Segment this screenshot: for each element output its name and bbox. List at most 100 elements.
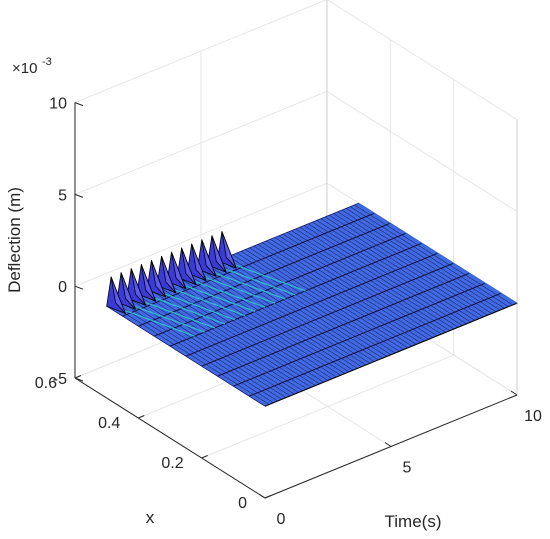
x-tick-mark bbox=[74, 375, 82, 379]
x-tick-label: 0.2 bbox=[161, 455, 183, 472]
surface-ridge-highlight bbox=[145, 301, 215, 329]
surface-mesh-line bbox=[165, 281, 324, 383]
time-tick-label: 5 bbox=[403, 460, 412, 477]
surface-mesh-line bbox=[341, 209, 501, 311]
surface-mesh-line bbox=[266, 240, 425, 342]
surface-mesh-line bbox=[249, 247, 408, 349]
surface-mesh-line bbox=[190, 271, 350, 373]
surface-spike-side bbox=[211, 235, 227, 273]
surface-mesh-line bbox=[261, 242, 421, 343]
surface-mesh-line bbox=[131, 295, 291, 397]
surface-spike-side bbox=[140, 264, 157, 302]
surface bbox=[106, 202, 518, 407]
z-exponent-base: ×10 bbox=[12, 60, 37, 77]
surface-mesh-line bbox=[278, 235, 438, 337]
surface-spike-side bbox=[150, 259, 167, 298]
surface-edge bbox=[264, 302, 518, 407]
surface-mesh-line bbox=[337, 211, 497, 312]
surface-ridge-highlight bbox=[125, 310, 195, 337]
time-tick-label: 0 bbox=[277, 511, 286, 528]
surface-mesh-line bbox=[127, 297, 287, 398]
surface-mesh-line bbox=[253, 245, 413, 347]
surface-mesh-line bbox=[274, 237, 434, 338]
surface-mesh-line bbox=[257, 244, 417, 345]
surface-mesh-line bbox=[211, 263, 371, 364]
surface-mesh-line bbox=[329, 215, 488, 316]
surface-mesh-line bbox=[312, 221, 471, 323]
z-tick-mark bbox=[74, 102, 84, 107]
z-exponent-label: ×10 -3 bbox=[12, 56, 52, 77]
surface-ridge-highlight bbox=[175, 289, 246, 317]
x-tick-label: 0 bbox=[238, 495, 247, 512]
x-tick-mark bbox=[138, 415, 145, 419]
surface-ridge-highlight bbox=[135, 305, 205, 333]
x-tick-mark bbox=[201, 455, 208, 459]
surface-spike-side bbox=[221, 231, 237, 269]
x-tick-label: 0.6 bbox=[35, 375, 57, 392]
x-axis-label: Time(s) bbox=[385, 512, 442, 531]
surface-spike-side bbox=[191, 243, 207, 281]
surface-spike-side bbox=[130, 268, 146, 306]
z-tick-label: -5 bbox=[53, 371, 67, 388]
surface-mesh-line bbox=[232, 254, 392, 355]
surface-spike-side bbox=[181, 247, 197, 286]
surface-spike-side bbox=[110, 276, 126, 314]
surface-mesh-line bbox=[354, 204, 513, 306]
z-tick-mark bbox=[74, 285, 84, 290]
z-tick-mark bbox=[74, 193, 84, 198]
surface-mesh-line bbox=[224, 257, 383, 359]
time-tick-mark bbox=[258, 493, 266, 499]
surface-mesh-line bbox=[144, 290, 303, 391]
surface-mesh-line bbox=[350, 206, 509, 307]
z-tick-mark bbox=[74, 377, 84, 382]
surface-mesh-line bbox=[173, 278, 333, 379]
surface-mesh-line bbox=[135, 293, 295, 395]
time-tick-label: 10 bbox=[524, 408, 542, 425]
x-tick-mark bbox=[264, 495, 272, 499]
surface-ridge-highlight bbox=[185, 285, 256, 313]
z-axis-label: Deflection (m) bbox=[5, 187, 24, 293]
surface-mesh-line bbox=[303, 225, 463, 326]
surface-spike-side bbox=[171, 251, 187, 290]
surface-spike-side bbox=[201, 239, 217, 277]
surface-mesh-line bbox=[240, 251, 400, 352]
grid-line bbox=[326, 90, 518, 212]
surface-mesh-line bbox=[270, 239, 429, 340]
time-tick-mark bbox=[510, 390, 518, 396]
grid-line bbox=[326, 0, 518, 121]
surface-mesh-line bbox=[333, 213, 492, 314]
surface-ridge-highlight bbox=[235, 264, 306, 292]
y-axis-label: x bbox=[146, 508, 155, 527]
surface-ridge-highlight bbox=[165, 293, 236, 321]
surface-mesh-line bbox=[186, 273, 345, 374]
surface-mesh-line bbox=[345, 208, 505, 309]
surface-mesh-line bbox=[245, 249, 404, 350]
surface-spike-side bbox=[120, 272, 136, 310]
surface-mesh-line bbox=[236, 252, 396, 354]
surface-mesh-line bbox=[152, 287, 312, 388]
surface-mesh-line bbox=[207, 264, 366, 366]
surface-ridge-highlight bbox=[215, 273, 286, 300]
surface-ridge-highlight bbox=[195, 281, 266, 308]
surface-ridge-highlight bbox=[155, 297, 226, 325]
surface-mesh-line bbox=[203, 266, 362, 367]
x-axis-line bbox=[74, 377, 266, 499]
surface-mesh-line bbox=[182, 275, 341, 376]
surface-mesh-line bbox=[282, 233, 442, 335]
surface-mesh-line bbox=[316, 220, 476, 321]
surface-mesh-line bbox=[295, 228, 455, 330]
time-tick-mark bbox=[384, 442, 392, 447]
axes bbox=[74, 102, 518, 499]
surface-mesh-line bbox=[308, 223, 467, 325]
surface-mesh-line bbox=[123, 299, 282, 400]
surface-mesh-line bbox=[320, 218, 480, 319]
surface-mesh-line bbox=[324, 216, 484, 318]
surface-mesh-line bbox=[287, 232, 446, 333]
surface-mesh-line bbox=[140, 292, 299, 393]
z-tick-label: 10 bbox=[49, 96, 67, 113]
surface-mesh-line bbox=[114, 302, 274, 403]
surface-mesh-line bbox=[215, 261, 375, 362]
surface-mesh-line bbox=[177, 276, 337, 378]
surface-mesh-line bbox=[291, 230, 450, 331]
